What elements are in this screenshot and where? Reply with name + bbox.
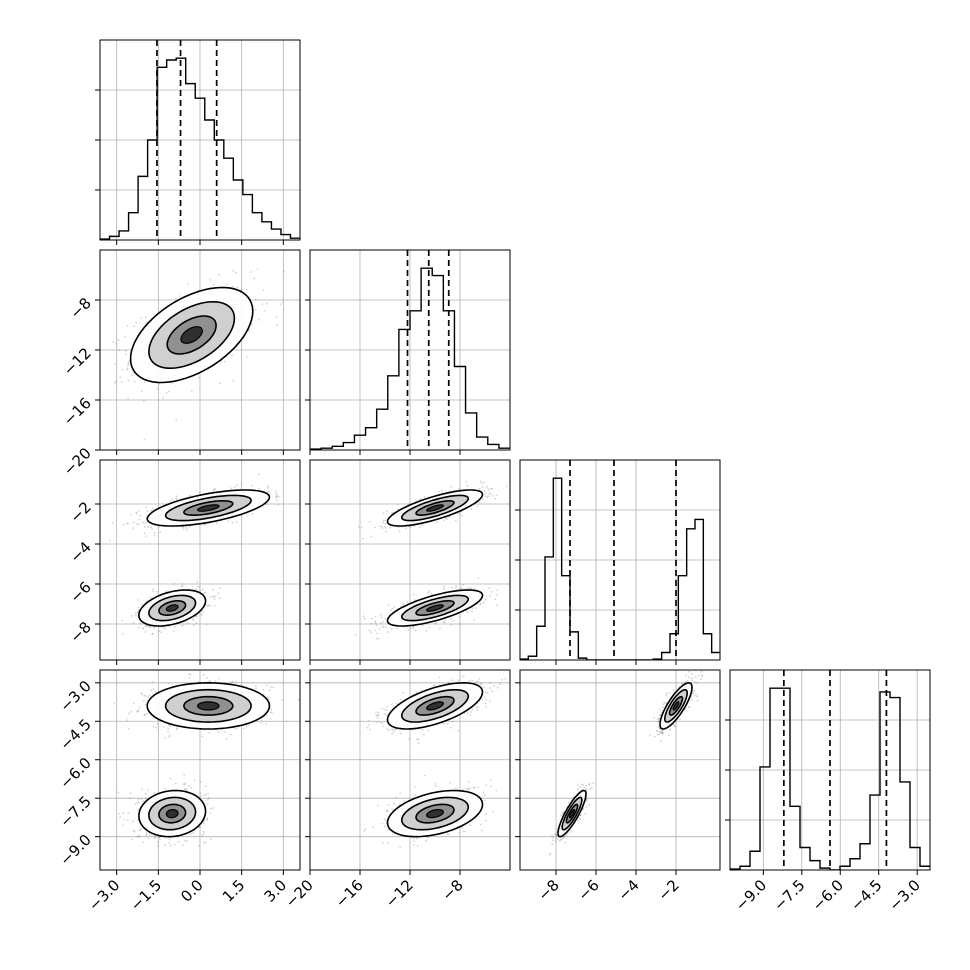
scatter-panel-3-0 — [99, 669, 301, 871]
scatter-panel-2-0 — [99, 459, 301, 661]
contour-core — [426, 809, 444, 819]
scatter-panel-3-2 — [519, 669, 721, 871]
hist-panel-3 — [725, 669, 931, 871]
contour-core — [569, 809, 576, 819]
x-tick-label: −6 — [574, 876, 602, 904]
x-tick-label: −2 — [654, 876, 682, 904]
contour-core — [165, 809, 179, 819]
contour-core — [180, 326, 204, 344]
x-tick-label: −16 — [332, 876, 367, 911]
x-tick-label: −9.0 — [732, 876, 770, 914]
x-tick-label: −4.5 — [847, 876, 885, 914]
x-tick-label: −4 — [614, 876, 642, 904]
scatter-panel-1-0 — [99, 249, 301, 451]
y-tick-label: −16 — [60, 394, 95, 429]
y-tick-label: −12 — [60, 344, 95, 379]
contour-core — [672, 701, 680, 711]
y-tick-label: −6 — [66, 578, 94, 606]
x-tick-label: −3.0 — [85, 876, 123, 914]
y-tick-label: −8 — [66, 294, 94, 322]
contour-core — [426, 701, 444, 711]
y-tick-label: −4.5 — [56, 715, 94, 753]
histogram-step — [310, 267, 510, 450]
hist-panel-0 — [95, 39, 301, 241]
contour-core — [196, 701, 220, 711]
y-tick-label: −8 — [66, 618, 94, 646]
x-tick-label: −6.0 — [809, 876, 847, 914]
x-tick-label: −20 — [282, 876, 317, 911]
x-tick-label: −8 — [534, 876, 562, 904]
y-tick-label: −2 — [66, 498, 94, 526]
y-tick-label: −6.0 — [56, 754, 94, 792]
x-tick-label: −8 — [438, 876, 466, 904]
y-tick-label: −3.0 — [56, 677, 94, 715]
x-tick-label: 0.0 — [177, 876, 207, 906]
scatter-panel-3-1 — [309, 669, 511, 871]
y-tick-label: −9.0 — [56, 831, 94, 869]
hist-panel-1 — [305, 249, 511, 451]
scatter-panel-2-1 — [309, 459, 511, 661]
panel-frame — [519, 669, 721, 871]
histogram-step — [520, 477, 720, 660]
x-tick-label: −3.0 — [886, 876, 924, 914]
hist-panel-2 — [515, 459, 721, 661]
y-tick-label: −20 — [60, 444, 95, 479]
histogram-step — [100, 57, 300, 240]
contour-core — [165, 604, 179, 612]
x-tick-label: −7.5 — [770, 876, 808, 914]
y-tick-label: −7.5 — [56, 792, 94, 830]
x-tick-label: −1.5 — [127, 876, 165, 914]
histogram-step — [730, 687, 930, 870]
x-tick-label: 1.5 — [219, 876, 249, 906]
y-tick-label: −4 — [66, 538, 94, 566]
contour-core — [426, 604, 444, 612]
contour-core — [426, 504, 444, 512]
x-tick-label: −12 — [382, 876, 417, 911]
contour-core — [196, 504, 220, 512]
